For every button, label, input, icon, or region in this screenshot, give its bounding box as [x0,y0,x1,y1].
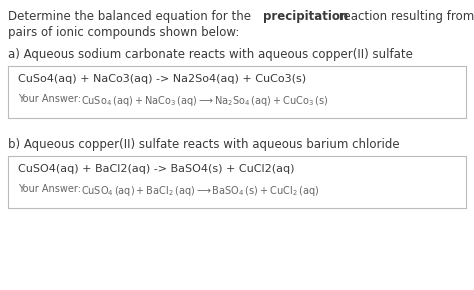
Text: Your Answer:: Your Answer: [18,94,84,104]
Text: Your Answer:: Your Answer: [18,184,84,194]
Text: precipitation: precipitation [263,10,348,23]
Text: Determine the balanced equation for the: Determine the balanced equation for the [8,10,255,23]
Text: CuSO4(aq) + BaCl2(aq) -> BaSO4(s) + CuCl2(aq): CuSO4(aq) + BaCl2(aq) -> BaSO4(s) + CuCl… [18,164,294,174]
Text: reaction resulting from mixing the: reaction resulting from mixing the [335,10,474,23]
Text: $\mathrm{CuSo_4\,(aq) + NaCo_3\,(aq) \longrightarrow Na_2So_4\,(aq) + CuCo_3\,(s: $\mathrm{CuSo_4\,(aq) + NaCo_3\,(aq) \lo… [81,94,328,108]
Text: pairs of ionic compounds shown below:: pairs of ionic compounds shown below: [8,26,239,39]
Text: b) Aqueous copper(II) sulfate reacts with aqueous barium chloride: b) Aqueous copper(II) sulfate reacts wit… [8,138,400,151]
Text: CuSo4(aq) + NaCo3(aq) -> Na2So4(aq) + CuCo3(s): CuSo4(aq) + NaCo3(aq) -> Na2So4(aq) + Cu… [18,74,306,84]
Text: $\mathrm{CuSO_4\,(aq) + BaCl_2\,(aq) \longrightarrow BaSO_4\,(s) + CuCl_2\,(aq)}: $\mathrm{CuSO_4\,(aq) + BaCl_2\,(aq) \lo… [81,184,319,198]
Text: a) Aqueous sodium carbonate reacts with aqueous copper(II) sulfate: a) Aqueous sodium carbonate reacts with … [8,48,413,61]
